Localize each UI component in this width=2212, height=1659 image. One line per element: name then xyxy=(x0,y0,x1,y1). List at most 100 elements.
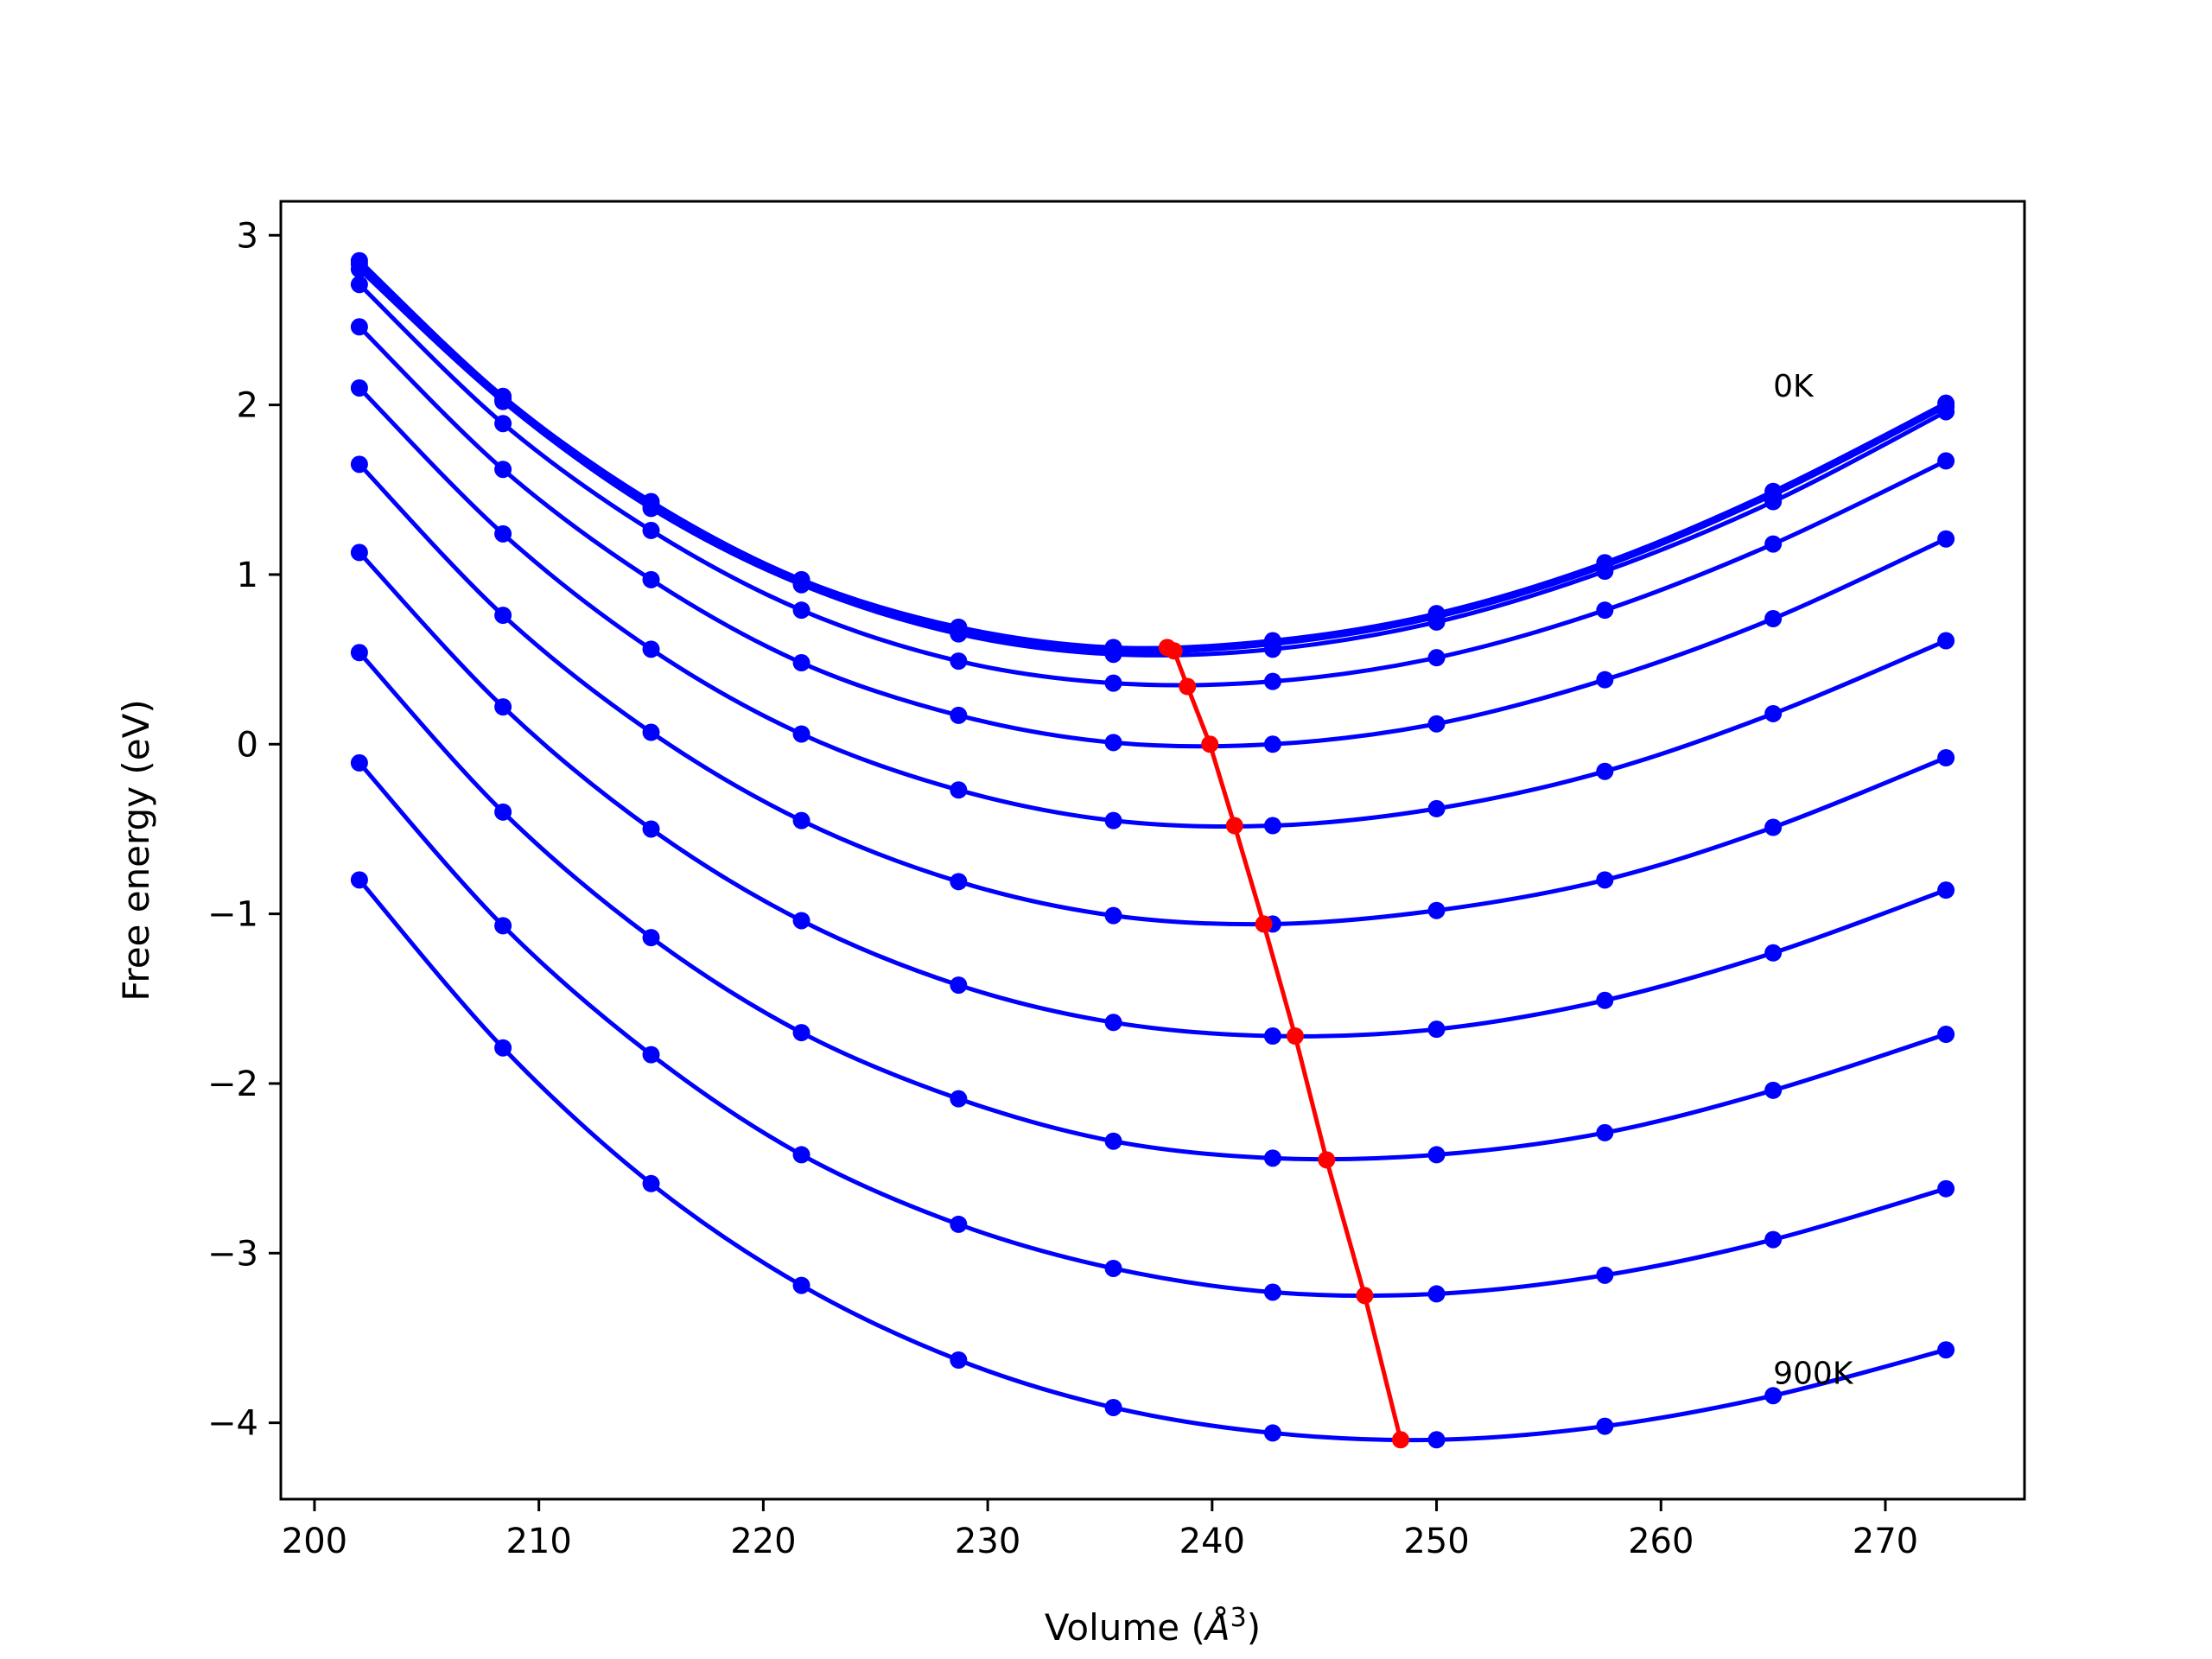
x-tick-label: 230 xyxy=(955,1522,1020,1561)
data-point xyxy=(1937,403,1955,421)
x-tick-label: 270 xyxy=(1853,1522,1918,1561)
data-point xyxy=(1104,1259,1122,1277)
y-tick-label: −1 xyxy=(207,895,258,935)
data-point xyxy=(792,654,810,672)
data-point xyxy=(642,570,660,588)
x-tick-label: 200 xyxy=(282,1522,347,1561)
data-point xyxy=(1263,640,1281,658)
minimum-point xyxy=(1201,735,1219,753)
data-point xyxy=(494,1039,512,1057)
minimum-point xyxy=(1391,1431,1409,1449)
data-point xyxy=(1427,649,1446,667)
minimum-point xyxy=(1356,1287,1374,1305)
data-point xyxy=(1104,674,1122,692)
data-point xyxy=(950,1215,968,1233)
x-tick-label: 220 xyxy=(730,1522,796,1561)
data-point xyxy=(792,725,810,743)
data-point xyxy=(1937,748,1955,766)
minimum-line xyxy=(1166,645,1403,1440)
data-point xyxy=(494,524,512,543)
data-point xyxy=(1937,530,1955,548)
minimum-point xyxy=(1255,915,1273,933)
data-point xyxy=(1764,1387,1783,1405)
y-tick-label: 3 xyxy=(237,216,258,256)
data-point xyxy=(950,625,968,643)
data-point xyxy=(494,392,512,410)
data-point xyxy=(1764,704,1783,722)
data-point xyxy=(950,1351,968,1370)
data-point xyxy=(792,912,810,930)
data-point xyxy=(1427,613,1446,631)
data-point xyxy=(1104,645,1122,664)
y-tick-label: −3 xyxy=(207,1234,258,1274)
annotations: 0K 900K xyxy=(1773,369,1854,1392)
data-point xyxy=(1263,1149,1281,1167)
data-point xyxy=(1427,1431,1446,1449)
plot-curves xyxy=(350,251,1955,1449)
data-point xyxy=(1263,672,1281,690)
minimum-point xyxy=(1318,1151,1336,1169)
data-point xyxy=(792,1276,810,1294)
data-point xyxy=(792,811,810,830)
y-tick-label: 0 xyxy=(237,725,258,765)
minimum-point xyxy=(1225,817,1243,835)
data-point xyxy=(1427,901,1446,919)
data-point xyxy=(642,640,660,658)
data-point xyxy=(1937,1026,1955,1044)
data-point xyxy=(1937,881,1955,899)
data-point xyxy=(350,318,368,336)
data-point xyxy=(792,601,810,620)
x-axis-label: Volume (Å3) xyxy=(1045,1603,1261,1649)
data-point xyxy=(494,461,512,479)
plot-frame xyxy=(279,200,2026,1501)
data-point xyxy=(950,976,968,995)
data-point xyxy=(642,820,660,838)
y-tick-label: 2 xyxy=(237,386,258,426)
data-point xyxy=(792,575,810,594)
data-point xyxy=(950,652,968,671)
data-point xyxy=(1596,991,1614,1009)
data-point xyxy=(1764,493,1783,511)
data-point xyxy=(350,455,368,474)
data-point xyxy=(950,706,968,724)
data-point xyxy=(1427,1285,1446,1303)
data-point xyxy=(792,1146,810,1164)
data-point xyxy=(1937,452,1955,470)
data-point xyxy=(1427,1146,1446,1164)
data-point xyxy=(1596,1417,1614,1435)
y-axis: −4 −3 −2 −1 0 1 2 3 xyxy=(207,216,281,1444)
data-point xyxy=(350,871,368,889)
data-point xyxy=(642,929,660,947)
data-point xyxy=(950,1090,968,1108)
data-point xyxy=(494,607,512,625)
data-point xyxy=(494,415,512,433)
plot-minimum-line xyxy=(1158,639,1409,1449)
data-point xyxy=(792,1024,810,1042)
data-point xyxy=(1104,734,1122,752)
data-point xyxy=(642,499,660,518)
data-point xyxy=(1764,609,1783,627)
data-point xyxy=(350,276,368,294)
data-point xyxy=(642,723,660,741)
data-point xyxy=(1596,563,1614,581)
data-point xyxy=(642,1046,660,1064)
data-point xyxy=(350,753,368,772)
data-point xyxy=(1427,1020,1446,1039)
minimum-point xyxy=(1179,677,1197,696)
data-point xyxy=(1764,1230,1783,1249)
y-axis-label: Free energy (eV) xyxy=(115,699,157,1001)
data-point xyxy=(1263,735,1281,753)
data-point xyxy=(1104,1132,1122,1150)
x-axis: 200 210 220 230 240 250 260 270 xyxy=(282,1499,1918,1561)
data-point xyxy=(1427,715,1446,733)
data-point xyxy=(1764,944,1783,962)
data-point xyxy=(642,1174,660,1192)
y-tick-label: −2 xyxy=(207,1065,258,1104)
data-point xyxy=(1596,671,1614,689)
data-point xyxy=(1764,1081,1783,1099)
data-point xyxy=(950,873,968,891)
x-tick-label: 260 xyxy=(1628,1522,1694,1561)
series-line-10 xyxy=(358,878,1947,1443)
data-point xyxy=(1596,762,1614,780)
